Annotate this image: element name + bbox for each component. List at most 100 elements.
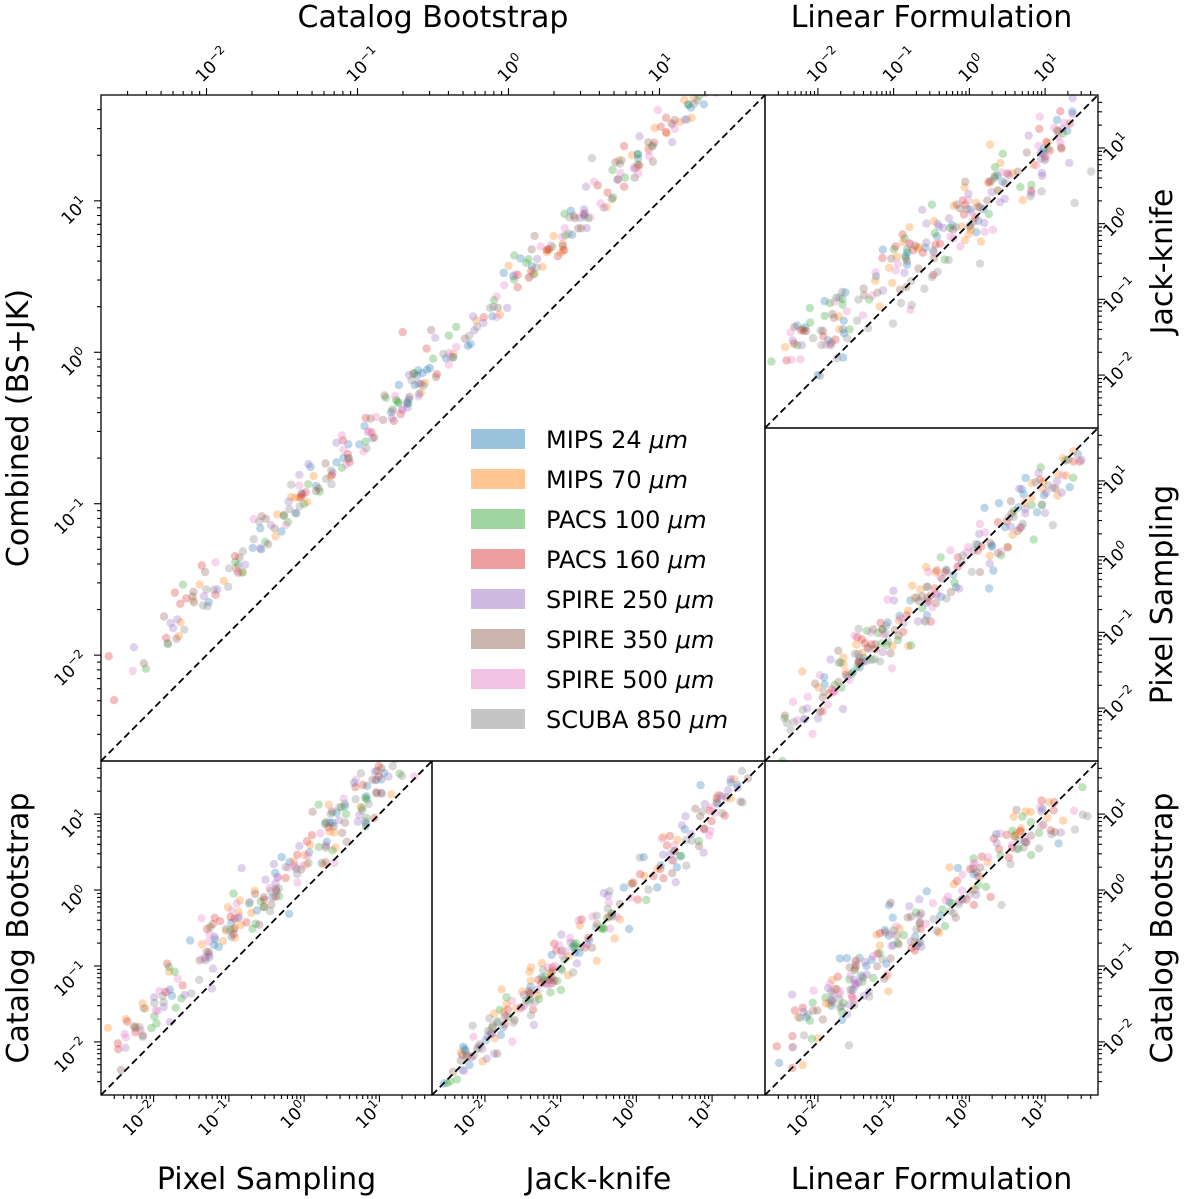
point-pacs-100 — [906, 641, 916, 650]
point-spire-350 — [202, 947, 211, 956]
point-pacs-100 — [1027, 180, 1036, 190]
point-pacs-160 — [1016, 826, 1025, 836]
point-spire-500 — [997, 547, 1006, 556]
point-pacs-160 — [210, 913, 219, 922]
point-spire-500 — [558, 951, 567, 960]
point-mips-70 — [908, 581, 917, 590]
point-pacs-160 — [908, 246, 918, 255]
point-spire-250 — [1007, 522, 1016, 532]
point-pacs-160 — [977, 542, 986, 551]
point-mips-24 — [878, 245, 887, 254]
point-pacs-160 — [851, 963, 860, 973]
point-pacs-100 — [150, 1012, 159, 1021]
point-spire-350 — [972, 868, 981, 877]
point-spire-500 — [634, 169, 643, 178]
point-pacs-100 — [248, 924, 257, 933]
point-spire-500 — [653, 106, 662, 115]
point-spire-250 — [860, 957, 870, 967]
point-mips-70 — [534, 991, 543, 1000]
point-mips-70 — [821, 999, 830, 1008]
point-spire-350 — [914, 596, 923, 606]
point-pacs-100 — [969, 854, 978, 863]
x-axis-title: Jack-knife — [524, 1162, 672, 1197]
point-spire-350 — [976, 863, 985, 872]
point-spire-350 — [308, 807, 317, 816]
point-mips-70 — [542, 247, 551, 257]
point-scuba-850 — [870, 655, 879, 664]
point-spire-350 — [200, 567, 210, 577]
point-spire-500 — [827, 341, 836, 350]
point-spire-350 — [311, 486, 321, 496]
point-spire-250 — [295, 841, 304, 851]
point-mips-24 — [1010, 831, 1019, 841]
point-pacs-160 — [993, 518, 1003, 527]
point-spire-350 — [818, 326, 828, 336]
point-pacs-160 — [863, 643, 872, 652]
point-pacs-100 — [141, 664, 151, 673]
point-scuba-850 — [538, 965, 548, 975]
point-pacs-160 — [361, 413, 370, 423]
point-spire-350 — [815, 707, 825, 716]
point-mips-24 — [204, 597, 213, 607]
point-pacs-100 — [402, 730, 410, 738]
point-spire-500 — [492, 292, 501, 301]
point-mips-24 — [841, 288, 850, 297]
point-pacs-100 — [357, 803, 367, 813]
point-mips-24 — [936, 592, 946, 601]
point-scuba-850 — [922, 582, 931, 591]
point-spire-250 — [492, 1018, 502, 1027]
point-spire-500 — [249, 514, 258, 524]
point-spire-500 — [372, 412, 381, 422]
point-pacs-100 — [445, 1077, 455, 1086]
point-spire-500 — [295, 481, 304, 490]
point-spire-350 — [961, 177, 970, 186]
point-spire-500 — [891, 266, 900, 275]
point-spire-500 — [281, 520, 290, 530]
point-spire-500 — [851, 979, 860, 988]
point-mips-70 — [219, 576, 228, 585]
point-mips-70 — [910, 593, 919, 603]
point-mips-24 — [1021, 473, 1030, 483]
point-spire-500 — [511, 270, 520, 279]
y-tick-label: 101 — [1097, 461, 1134, 498]
y-tick-label: 10−2 — [1097, 682, 1141, 726]
point-spire-500 — [941, 896, 950, 905]
point-spire-250 — [207, 984, 217, 993]
point-scuba-850 — [255, 517, 264, 526]
point-spire-350 — [1063, 455, 1073, 464]
point-mips-70 — [303, 497, 312, 507]
point-pacs-160 — [548, 963, 557, 972]
point-spire-350 — [902, 256, 912, 265]
point-scuba-850 — [224, 564, 234, 573]
point-pacs-160 — [178, 981, 187, 990]
point-mips-24 — [835, 954, 845, 963]
point-spire-250 — [470, 326, 479, 335]
point-spire-350 — [873, 288, 882, 297]
point-mips-24 — [633, 150, 642, 159]
point-spire-250 — [975, 529, 984, 538]
point-mips-24 — [268, 893, 277, 902]
point-spire-250 — [398, 405, 407, 414]
point-pacs-160 — [1004, 853, 1014, 862]
point-mips-24 — [340, 802, 350, 811]
point-pacs-160 — [789, 339, 799, 348]
point-mips-24 — [948, 221, 957, 230]
x-tick-label: 10−2 — [190, 42, 234, 86]
point-mips-24 — [839, 316, 848, 325]
point-pacs-100 — [147, 1023, 156, 1033]
point-mips-70 — [898, 237, 907, 247]
point-spire-250 — [304, 459, 313, 469]
point-spire-500 — [586, 213, 595, 222]
point-scuba-850 — [853, 649, 862, 659]
point-pacs-100 — [552, 976, 562, 986]
point-scuba-850 — [927, 272, 937, 282]
point-scuba-850 — [993, 186, 1003, 195]
point-spire-500 — [153, 1007, 162, 1016]
point-spire-250 — [1077, 455, 1086, 465]
x-tick-label: 10−2 — [117, 1096, 161, 1140]
point-pacs-160 — [226, 912, 235, 922]
point-mips-70 — [472, 316, 481, 325]
point-pacs-160 — [935, 239, 945, 248]
point-scuba-850 — [163, 639, 172, 648]
point-spire-500 — [996, 829, 1005, 838]
